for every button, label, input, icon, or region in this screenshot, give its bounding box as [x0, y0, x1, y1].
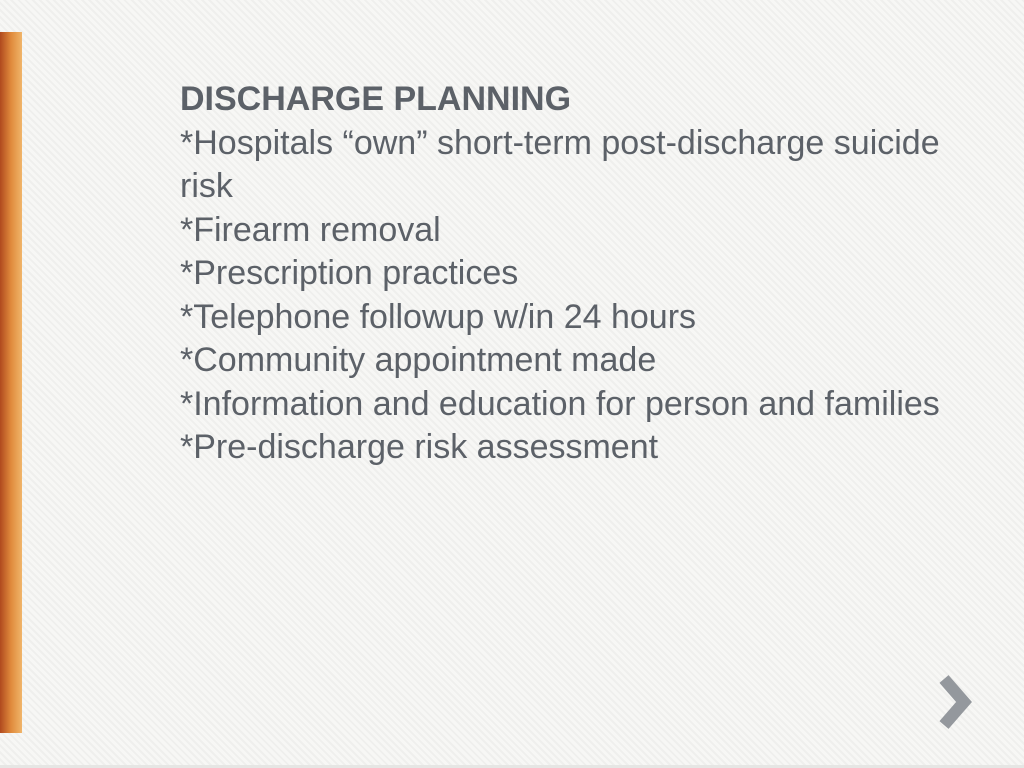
accent-bar [0, 32, 22, 733]
bullet-item: *Telephone followup w/in 24 hours [180, 296, 954, 340]
slide-title: DISCHARGE PLANNING [180, 78, 954, 122]
bullet-item: *Prescription practices [180, 252, 954, 296]
slide-content: DISCHARGE PLANNING *Hospitals “own” shor… [180, 78, 954, 470]
bullet-item: *Pre-discharge risk assessment [180, 426, 954, 470]
bullet-item: *Information and education for person an… [180, 383, 954, 427]
bullet-item: *Firearm removal [180, 209, 954, 253]
slide: DISCHARGE PLANNING *Hospitals “own” shor… [0, 0, 1024, 768]
bullet-item: *Community appointment made [180, 339, 954, 383]
next-arrow-icon[interactable] [938, 675, 978, 729]
bullet-item: *Hospitals “own” short-term post-dischar… [180, 122, 954, 209]
